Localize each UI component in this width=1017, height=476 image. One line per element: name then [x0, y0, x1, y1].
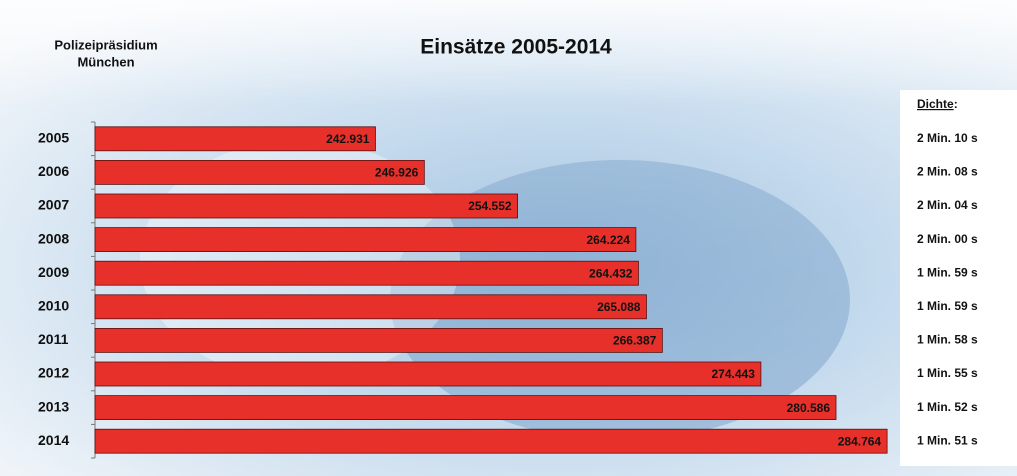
- value-label: 264.224: [587, 233, 631, 247]
- bar: [95, 396, 836, 420]
- bar: [95, 362, 761, 386]
- density-label: 2 Min. 08 s: [917, 165, 978, 179]
- bar: [95, 295, 646, 319]
- value-label: 265.088: [597, 300, 641, 314]
- density-header: Dichte:: [917, 97, 958, 111]
- density-label: 2 Min. 04 s: [917, 198, 978, 212]
- bar: [95, 194, 518, 218]
- bar: [95, 228, 636, 252]
- density-label: 2 Min. 00 s: [917, 232, 978, 246]
- chart: Polizeipräsidium München Einsätze 2005-2…: [0, 0, 1017, 476]
- value-label: 242.931: [326, 132, 370, 146]
- bar: [95, 328, 662, 352]
- chart-title: Einsätze 2005-2014: [420, 36, 612, 59]
- value-label: 284.764: [838, 434, 882, 448]
- y-tick-label: 2012: [38, 365, 69, 381]
- value-label: 266.387: [613, 334, 657, 348]
- bar: [95, 261, 638, 285]
- org-name: München: [77, 54, 134, 69]
- value-label: 280.586: [787, 401, 831, 415]
- y-tick-label: 2008: [38, 230, 69, 246]
- density-label: 1 Min. 51 s: [917, 433, 978, 447]
- density-label: 1 Min. 59 s: [917, 265, 978, 279]
- page: Polizeipräsidium München Einsätze 2005-2…: [0, 0, 1017, 476]
- value-label: 264.432: [589, 266, 633, 280]
- density-header-colon: :: [954, 97, 958, 111]
- y-tick-label: 2014: [38, 432, 69, 448]
- density-label: 1 Min. 52 s: [917, 400, 978, 414]
- y-tick-label: 2013: [38, 398, 69, 414]
- y-tick-label: 2009: [38, 264, 69, 280]
- y-tick-label: 2010: [38, 298, 69, 314]
- density-label: 1 Min. 59 s: [917, 299, 978, 313]
- y-tick-label: 2007: [38, 197, 69, 213]
- density-label: 1 Min. 58 s: [917, 333, 978, 347]
- value-label: 274.443: [711, 367, 755, 381]
- y-tick-label: 2006: [38, 163, 69, 179]
- value-label: 254.552: [468, 199, 512, 213]
- value-label: 246.926: [375, 166, 419, 180]
- density-header-word: Dichte: [917, 97, 954, 111]
- bar: [95, 429, 887, 453]
- y-tick-label: 2005: [38, 130, 69, 146]
- density-label: 2 Min. 10 s: [917, 131, 978, 145]
- y-tick-label: 2011: [38, 331, 69, 347]
- density-label: 1 Min. 55 s: [917, 366, 978, 380]
- org-name: Polizeipräsidium: [54, 37, 157, 52]
